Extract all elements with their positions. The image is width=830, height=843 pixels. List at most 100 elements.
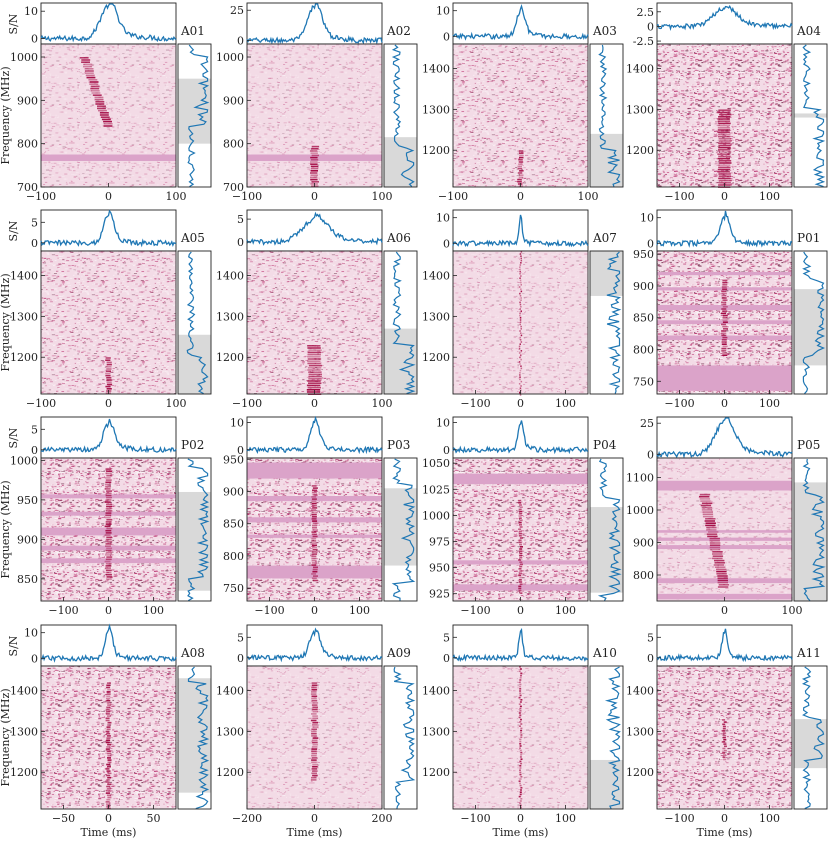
panel-label: A01 xyxy=(180,24,205,38)
time-tick-label: 0 xyxy=(105,812,112,825)
flagged-channels xyxy=(453,473,588,485)
time-tick-label: −100 xyxy=(232,190,262,203)
freq-tick-label: 900 xyxy=(223,485,244,498)
burst-signal xyxy=(722,299,728,301)
burst-signal xyxy=(520,310,522,312)
burst-signal xyxy=(518,517,522,519)
burst-signal xyxy=(86,76,96,79)
burst-signal xyxy=(709,548,721,551)
burst-signal xyxy=(718,149,731,151)
burst-signal xyxy=(104,560,111,563)
sn-tick-label: 0 xyxy=(31,444,38,457)
burst-signal xyxy=(519,343,521,345)
burst-signal xyxy=(718,177,731,180)
burst-signal xyxy=(706,533,718,535)
burst-signal xyxy=(716,570,727,573)
burst-signal xyxy=(311,752,317,755)
burst-signal xyxy=(105,730,110,733)
panel-label: A04 xyxy=(796,24,821,38)
burst-signal xyxy=(519,701,522,703)
burst-signal xyxy=(106,706,111,709)
burst-signal xyxy=(520,332,522,334)
sn-tick-label: 5 xyxy=(443,631,450,644)
burst-signal xyxy=(107,787,112,790)
burst-signal xyxy=(520,297,522,299)
burst-signal xyxy=(519,550,523,552)
burst-signal xyxy=(717,575,728,577)
burst-signal xyxy=(105,521,112,523)
burst-signal xyxy=(310,161,318,163)
time-tick-label: 0 xyxy=(311,397,318,410)
burst-signal xyxy=(717,120,731,122)
time-tick-label: −100 xyxy=(26,190,56,203)
burst-signal xyxy=(106,774,111,777)
burst-signal xyxy=(518,572,522,574)
emission-band xyxy=(590,251,623,296)
burst-signal xyxy=(310,170,318,172)
burst-signal xyxy=(105,567,111,569)
burst-signal xyxy=(106,699,111,702)
panel-label: P05 xyxy=(797,438,820,452)
flagged-channels xyxy=(453,584,588,591)
burst-signal xyxy=(105,357,111,359)
burst-signal xyxy=(312,548,318,551)
spectrum-line xyxy=(391,44,415,188)
frequency-axis-label: Frequency (MHz) xyxy=(0,688,12,786)
burst-signal xyxy=(700,500,711,502)
spectrum-area xyxy=(384,666,417,809)
burst-signal xyxy=(721,286,727,288)
sn-tick-label: 0 xyxy=(31,237,38,250)
burst-signal xyxy=(105,717,110,720)
burst-signal xyxy=(106,686,111,689)
burst-signal xyxy=(520,699,523,701)
burst-signal xyxy=(723,749,727,752)
burst-signal xyxy=(105,713,110,715)
burst-signal xyxy=(724,745,727,748)
burst-signal xyxy=(717,124,730,127)
burst-signal xyxy=(106,779,111,781)
burst-signal xyxy=(311,485,317,487)
burst-signal xyxy=(520,789,522,791)
pulse-profile-line xyxy=(246,3,383,45)
pulse-profile-line xyxy=(656,417,793,459)
flagged-channels xyxy=(657,305,792,311)
burst-signal xyxy=(105,370,111,372)
burst-signal xyxy=(84,70,94,72)
burst-signal xyxy=(718,116,731,118)
burst-signal xyxy=(308,375,322,378)
burst-signal xyxy=(722,321,728,323)
burst-signal xyxy=(718,173,731,175)
freq-tick-label: 1400 xyxy=(216,685,244,698)
burst-signal xyxy=(519,526,523,528)
burst-signal xyxy=(718,160,732,162)
burst-signal xyxy=(307,351,321,354)
burst-signal xyxy=(717,164,731,166)
burst-signal xyxy=(107,783,112,786)
burst-signal xyxy=(310,159,319,161)
burst-signal xyxy=(311,697,317,700)
time-tick-label: 100 xyxy=(372,190,393,203)
burst-signal xyxy=(701,506,713,509)
burst-signal xyxy=(520,306,522,308)
burst-signal xyxy=(520,354,522,356)
burst-signal xyxy=(721,323,726,326)
burst-signal xyxy=(105,545,111,547)
burst-signal xyxy=(312,568,318,571)
burst-signal xyxy=(519,561,523,563)
burst-signal xyxy=(722,756,726,759)
time-tick-label: 0 xyxy=(311,812,318,825)
time-tick-label: 100 xyxy=(372,397,393,410)
burst-signal xyxy=(106,556,113,558)
time-tick-label: 0 xyxy=(721,190,728,203)
burst-signal xyxy=(107,704,112,706)
time-tick-label: 0 xyxy=(517,190,524,203)
freq-tick-label: 1400 xyxy=(422,685,450,698)
burst-signal xyxy=(519,548,523,550)
time-tick-label: 0 xyxy=(517,604,524,617)
burst-signal xyxy=(312,526,317,529)
burst-signal xyxy=(105,708,110,711)
burst-signal xyxy=(722,352,728,354)
burst-signal xyxy=(707,535,718,538)
sn-tick-label: 0 xyxy=(443,237,450,250)
burst-signal xyxy=(106,763,111,766)
